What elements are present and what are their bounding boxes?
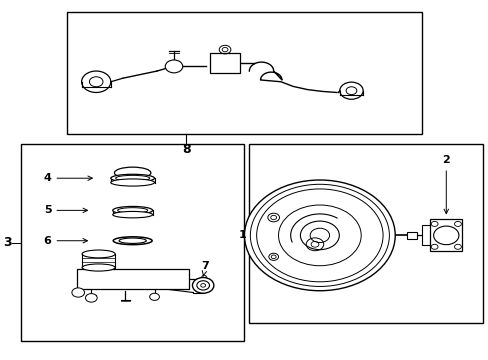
Text: 5: 5 [44,205,87,215]
Circle shape [149,293,159,300]
Bar [210,53,239,73]
Text: 3: 3 [3,236,12,249]
Circle shape [244,180,394,291]
Text: 1: 1 [239,230,246,240]
Text: 4: 4 [43,173,92,183]
Bar [249,144,482,323]
Circle shape [72,288,84,297]
Ellipse shape [114,167,151,179]
Circle shape [267,213,279,222]
Ellipse shape [111,174,154,182]
Text: 6: 6 [43,236,87,246]
Circle shape [268,253,278,260]
Ellipse shape [111,179,154,186]
Circle shape [278,205,361,266]
Ellipse shape [113,211,152,218]
Bar [21,144,244,341]
Ellipse shape [113,206,152,214]
Bar [77,269,188,289]
Circle shape [165,60,183,73]
Ellipse shape [201,275,206,283]
Ellipse shape [82,264,115,271]
Bar [407,232,416,239]
Text: 8: 8 [182,143,190,156]
Bar [421,225,441,246]
Text: 7: 7 [202,261,209,276]
Bar [67,12,421,134]
Ellipse shape [82,250,115,258]
Circle shape [192,278,213,293]
Circle shape [85,294,97,302]
Bar [429,219,461,251]
Ellipse shape [113,237,152,245]
Text: 2: 2 [442,156,449,213]
